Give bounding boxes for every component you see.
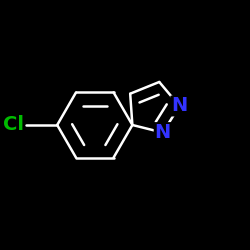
Text: Cl: Cl (3, 116, 24, 134)
Text: N: N (171, 96, 188, 116)
Text: N: N (155, 123, 171, 142)
